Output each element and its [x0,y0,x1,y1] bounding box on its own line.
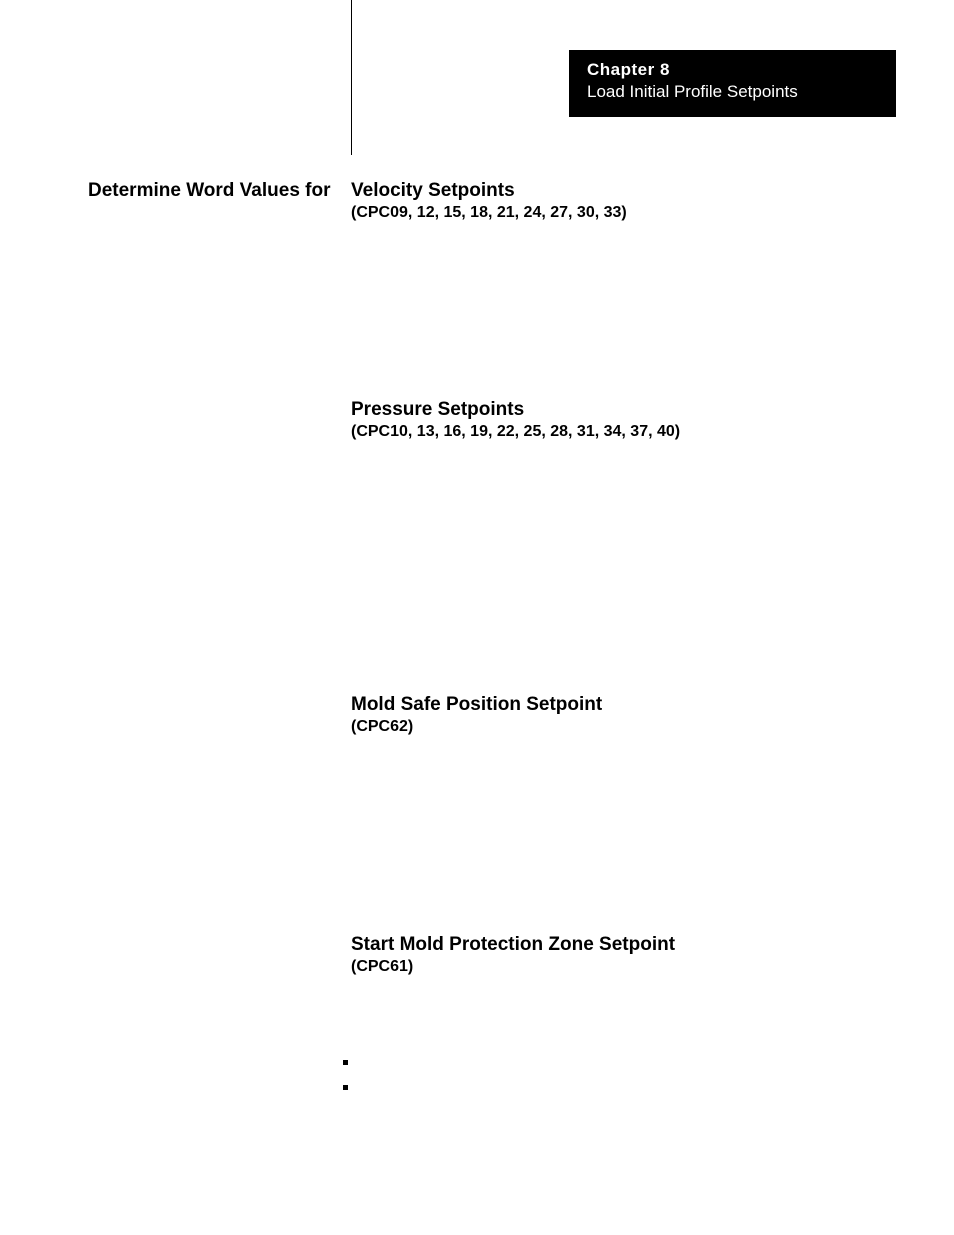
section-pressure-setpoints: Pressure Setpoints (CPC10, 13, 16, 19, 2… [351,399,680,441]
bullet-icon [343,1085,348,1090]
section-subheading: (CPC10, 13, 16, 19, 22, 25, 28, 31, 34, … [351,423,680,441]
bullet-list [343,1060,348,1110]
section-subheading: (CPC61) [351,958,675,976]
section-heading: Start Mold Protection Zone Setpoint [351,934,675,956]
section-velocity-setpoints: Velocity Setpoints (CPC09, 12, 15, 18, 2… [351,180,627,222]
section-heading: Pressure Setpoints [351,399,680,421]
section-subheading: (CPC09, 12, 15, 18, 21, 24, 27, 30, 33) [351,204,627,222]
left-margin-heading: Determine Word Values for [88,180,331,202]
section-subheading: (CPC62) [351,718,602,736]
section-heading: Velocity Setpoints [351,180,627,202]
chapter-title: Chapter 8 [587,60,878,80]
section-mold-safe-position: Mold Safe Position Setpoint (CPC62) [351,694,602,736]
vertical-divider-line [351,0,352,155]
section-heading: Mold Safe Position Setpoint [351,694,602,716]
bullet-icon [343,1060,348,1065]
section-mold-protection-zone: Start Mold Protection Zone Setpoint (CPC… [351,934,675,976]
chapter-subtitle: Load Initial Profile Setpoints [587,82,878,102]
chapter-header: Chapter 8 Load Initial Profile Setpoints [569,50,896,117]
